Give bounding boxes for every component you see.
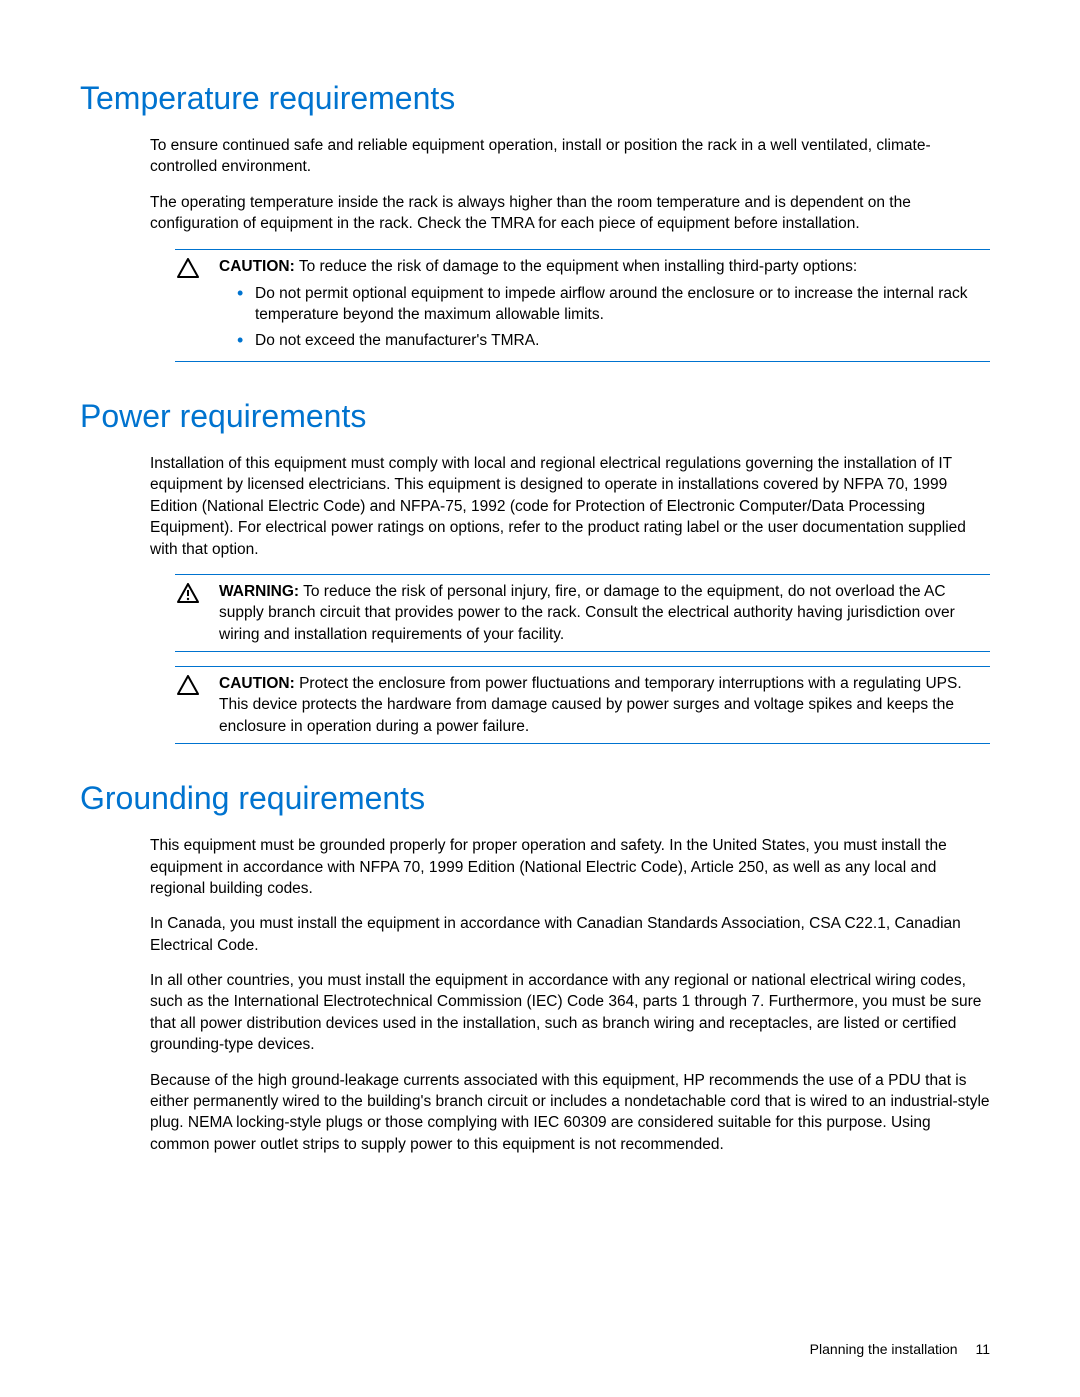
footer-page-number: 11 xyxy=(975,1341,990,1357)
grounding-p4: Because of the high ground-leakage curre… xyxy=(150,1070,990,1156)
section-grounding: Grounding requirements This equipment mu… xyxy=(80,780,1000,1155)
caution-list: Do not permit optional equipment to impe… xyxy=(219,283,990,351)
heading-power: Power requirements xyxy=(80,398,1000,435)
caution-icon xyxy=(175,256,201,356)
temperature-p2: The operating temperature inside the rac… xyxy=(150,192,990,235)
warning-label: WARNING: xyxy=(219,583,299,600)
page-footer: Planning the installation 11 xyxy=(810,1341,990,1357)
section-temperature: Temperature requirements To ensure conti… xyxy=(80,80,1000,362)
grounding-p2: In Canada, you must install the equipmen… xyxy=(150,913,990,956)
caution-list-item: Do not permit optional equipment to impe… xyxy=(237,283,990,326)
caution-list-item: Do not exceed the manufacturer's TMRA. xyxy=(237,330,990,351)
grounding-p3: In all other countries, you must install… xyxy=(150,970,990,1056)
caution-text: Protect the enclosure from power fluctua… xyxy=(219,675,962,735)
heading-temperature: Temperature requirements xyxy=(80,80,1000,117)
footer-text: Planning the installation xyxy=(810,1341,958,1357)
power-caution-body: CAUTION: Protect the enclosure from powe… xyxy=(219,673,990,737)
warning-icon xyxy=(175,581,201,645)
warning-text: To reduce the risk of personal injury, f… xyxy=(219,583,955,643)
caution-icon xyxy=(175,673,201,737)
power-p1: Installation of this equipment must comp… xyxy=(150,453,990,560)
grounding-p1: This equipment must be grounded properly… xyxy=(150,835,990,899)
power-warning-body: WARNING: To reduce the risk of personal … xyxy=(219,581,990,645)
section-power: Power requirements Installation of this … xyxy=(80,398,1000,744)
heading-grounding: Grounding requirements xyxy=(80,780,1000,817)
temperature-p1: To ensure continued safe and reliable eq… xyxy=(150,135,990,178)
caution-label: CAUTION: xyxy=(219,675,295,692)
temperature-caution-box: CAUTION: To reduce the risk of damage to… xyxy=(175,249,990,363)
power-warning-box: WARNING: To reduce the risk of personal … xyxy=(175,574,990,652)
caution-lead: To reduce the risk of damage to the equi… xyxy=(299,258,857,275)
caution-label: CAUTION: xyxy=(219,258,295,275)
power-caution-box: CAUTION: Protect the enclosure from powe… xyxy=(175,666,990,744)
temperature-caution-body: CAUTION: To reduce the risk of damage to… xyxy=(219,256,990,356)
